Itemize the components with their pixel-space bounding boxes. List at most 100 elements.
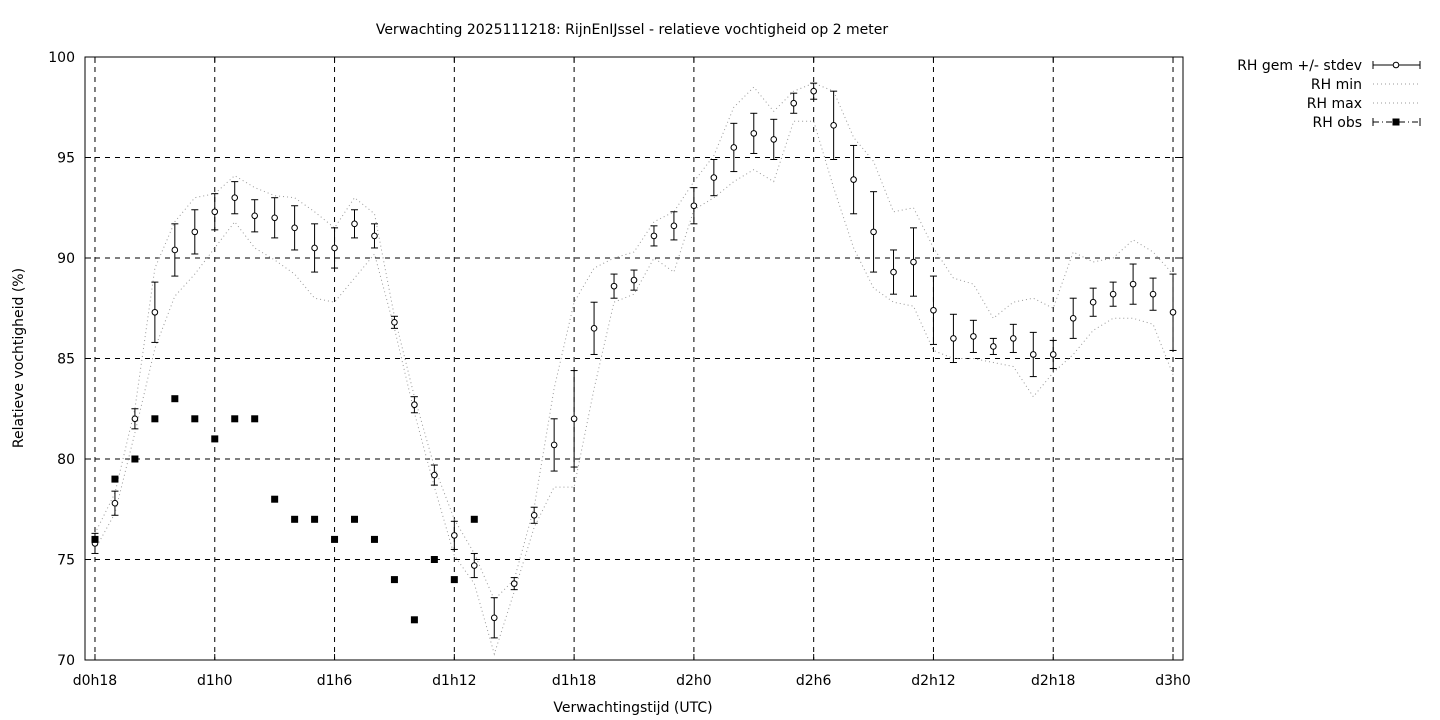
mean-marker <box>510 580 518 587</box>
mean-marker <box>530 511 538 519</box>
mean-marker <box>1149 290 1157 298</box>
x-tick-label: d3h0 <box>1155 673 1191 689</box>
mean-marker <box>550 441 558 449</box>
obs-marker <box>231 415 239 423</box>
mean-errorbar-point <box>1069 297 1077 339</box>
mean-errorbar-point <box>870 191 878 273</box>
mean-marker <box>750 130 758 137</box>
mean-marker <box>890 268 897 276</box>
mean-marker <box>1069 315 1077 322</box>
mean-errorbar-point <box>909 227 917 297</box>
rh-min-line <box>94 120 1174 656</box>
mean-errorbar-point <box>171 223 179 277</box>
mean-errorbar-point <box>271 197 279 239</box>
mean-marker <box>1169 308 1177 316</box>
mean-errorbar-point <box>1129 263 1137 305</box>
chart-title: Verwachting 2025111218: RijnEnIJssel - r… <box>376 22 889 38</box>
mean-marker <box>1010 335 1017 342</box>
obs-marker <box>151 415 159 423</box>
mean-marker <box>630 276 638 284</box>
mean-marker <box>950 335 957 342</box>
mean-errorbar-point <box>211 193 219 231</box>
mean-errorbar-point <box>490 597 498 639</box>
mean-marker <box>111 499 119 507</box>
mean-errorbar-point <box>610 273 618 299</box>
y-tick-label: 95 <box>57 151 75 167</box>
mean-marker <box>830 122 837 129</box>
mean-errorbar-point <box>1029 331 1037 378</box>
mean-errorbar-point <box>1169 273 1177 351</box>
mean-errorbar-point <box>1049 339 1057 370</box>
mean-marker <box>970 333 977 340</box>
mean-errorbar-point <box>1009 323 1017 353</box>
mean-marker <box>730 144 738 151</box>
series-rh-min <box>94 120 1174 656</box>
obs-marker <box>390 576 398 584</box>
y-axis-label: Relatieve vochtigheid (%) <box>11 268 27 448</box>
mean-marker <box>191 228 199 236</box>
mean-marker <box>131 415 139 423</box>
obs-marker <box>311 515 319 523</box>
mean-errorbar-point <box>430 464 438 486</box>
mean-errorbar-point <box>370 223 378 249</box>
mean-marker <box>231 194 239 201</box>
x-tick-label: d2h0 <box>676 673 712 689</box>
mean-errorbar-point <box>790 92 798 114</box>
mean-errorbar-point <box>969 319 977 353</box>
mean-marker <box>1109 290 1117 298</box>
obs-marker <box>131 455 139 463</box>
mean-errorbar-point <box>630 269 638 291</box>
y-tick-label: 85 <box>57 352 75 368</box>
mean-errorbar-point <box>650 225 658 247</box>
mean-marker <box>490 614 498 622</box>
mean-marker <box>590 325 598 332</box>
legend: RH gem +/- stdev RH min RH max RH obs <box>1237 58 1421 131</box>
mean-marker <box>171 246 179 254</box>
obs-marker <box>191 415 199 423</box>
legend-swatch-mean <box>1372 61 1421 69</box>
obs-marker <box>291 515 299 523</box>
mean-marker <box>151 308 159 316</box>
mean-errorbar-point <box>410 396 418 414</box>
mean-errorbar-point <box>311 223 319 273</box>
mean-marker <box>431 471 438 479</box>
mean-marker <box>850 176 857 183</box>
x-tick-label: d2h18 <box>1031 673 1075 689</box>
mean-marker <box>211 208 219 216</box>
mean-marker <box>1029 351 1037 358</box>
mean-errorbar-point <box>151 281 159 343</box>
mean-marker <box>690 202 698 210</box>
mean-marker <box>470 562 478 569</box>
mean-errorbar-point <box>470 552 478 579</box>
mean-errorbar-point <box>390 315 398 329</box>
mean-marker <box>790 99 798 107</box>
x-tick-label: d2h12 <box>911 673 955 689</box>
mean-errorbar-point <box>111 490 119 516</box>
mean-errorbar-point <box>131 408 139 430</box>
mean-marker <box>990 343 997 350</box>
mean-errorbar-point <box>810 82 818 100</box>
mean-marker <box>910 258 917 266</box>
mean-marker <box>610 282 618 290</box>
x-tick-label: d1h6 <box>317 673 353 689</box>
mean-errorbar-point <box>331 227 339 269</box>
obs-marker <box>171 395 179 403</box>
obs-marker <box>470 515 478 523</box>
mean-marker <box>870 228 877 236</box>
mean-errorbar-point <box>530 506 538 524</box>
obs-marker <box>410 616 418 624</box>
y-tick-label: 80 <box>57 452 75 468</box>
series-rh-max <box>94 82 1174 601</box>
mean-marker <box>1089 298 1097 306</box>
mean-errorbar-point <box>590 301 598 355</box>
mean-marker <box>291 224 298 232</box>
y-tick-label: 90 <box>57 251 75 267</box>
mean-marker <box>670 222 678 230</box>
mean-marker <box>710 174 718 181</box>
obs-marker <box>111 475 119 483</box>
mean-marker <box>411 401 418 409</box>
mean-errorbar-point <box>730 122 738 173</box>
mean-errorbar-point <box>750 112 758 154</box>
obs-marker <box>271 495 279 503</box>
mean-errorbar-point <box>251 199 259 233</box>
